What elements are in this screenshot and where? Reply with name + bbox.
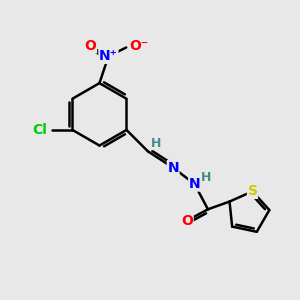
Text: H: H xyxy=(201,171,211,184)
Text: N: N xyxy=(189,177,200,191)
Text: O: O xyxy=(85,39,97,53)
Text: S: S xyxy=(248,184,257,198)
Text: N: N xyxy=(167,161,179,175)
Text: Cl: Cl xyxy=(32,123,47,137)
Text: O: O xyxy=(181,214,193,228)
Text: O⁻: O⁻ xyxy=(129,39,148,53)
Text: H: H xyxy=(151,136,161,149)
Text: N⁺: N⁺ xyxy=(99,50,118,63)
